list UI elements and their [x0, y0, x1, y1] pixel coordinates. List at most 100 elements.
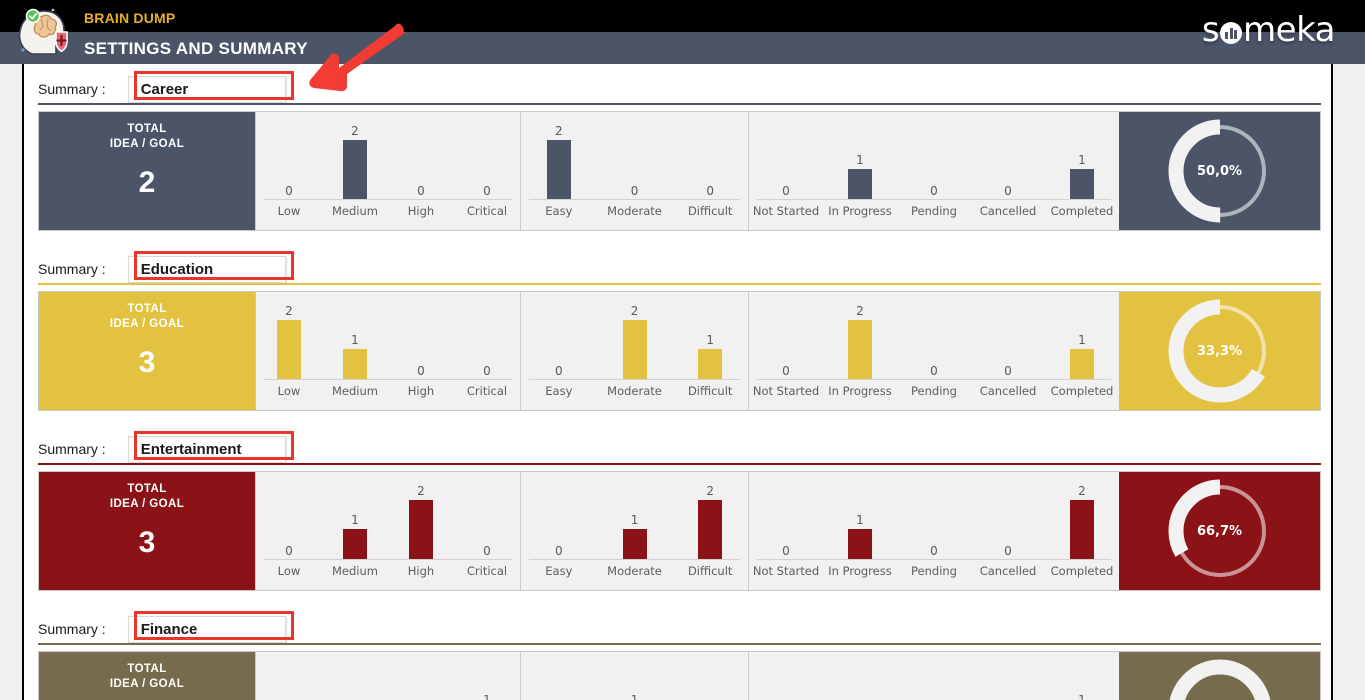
- bar-category-label: Moderate: [607, 384, 662, 398]
- bar-group: 1: [521, 664, 748, 700]
- category-select-education[interactable]: Education: [127, 255, 286, 283]
- category-select-finance[interactable]: Finance: [127, 615, 286, 643]
- bar-category-label: Completed: [1050, 564, 1114, 578]
- total-value: 3: [138, 346, 156, 379]
- bar-axis: [529, 559, 740, 560]
- bar-column: 0: [749, 304, 823, 380]
- bar-category-label: Critical: [466, 384, 508, 398]
- bar-value: 2: [706, 484, 714, 498]
- summary-row: Summary : Entertainment: [38, 434, 286, 464]
- bar-value: 2: [856, 304, 864, 318]
- bar-category-label: Completed: [1050, 204, 1114, 218]
- bar-category-label: Not Started: [752, 564, 820, 578]
- bar-value: 0: [782, 364, 790, 378]
- bar-column: 1: [823, 484, 897, 560]
- total-panel: TOTAL IDEA / GOAL 2: [39, 112, 255, 230]
- bar-value: 2: [1078, 484, 1086, 498]
- bar-column: 0: [388, 124, 454, 200]
- bar: [698, 349, 723, 380]
- bar-column: [749, 664, 823, 700]
- bar-value: 0: [1004, 544, 1012, 558]
- bar-value: 0: [555, 544, 563, 558]
- bar-value: 0: [930, 364, 938, 378]
- bar-column: 0: [256, 124, 322, 200]
- donut-chart-svg: [1168, 299, 1271, 403]
- bar-column: 1: [1045, 664, 1119, 700]
- bar-column: [521, 664, 597, 700]
- section-rule: [38, 103, 1321, 105]
- bar-category-label: Not Started: [752, 384, 820, 398]
- bar-column: 1: [823, 124, 897, 200]
- bar-column: 1: [597, 664, 673, 700]
- bar-column: [823, 664, 897, 700]
- someka-logo: s meka: [1202, 10, 1336, 50]
- bar-category-label: Low: [277, 204, 301, 218]
- total-value: 2: [138, 166, 156, 199]
- bar-group: 2 0 0: [521, 124, 748, 200]
- bar-column: 0: [388, 304, 454, 380]
- bar-group: 0 1 2 0: [256, 484, 520, 560]
- bar-category-label: Cancelled: [979, 564, 1037, 578]
- donut-chart-svg: [1168, 479, 1271, 583]
- bar: [409, 500, 433, 560]
- summary-card-education: TOTAL IDEA / GOAL 3 2 1 0 0 Low Medium High Cri…: [38, 291, 1321, 411]
- completion-donut: 66,7%: [1119, 472, 1320, 590]
- bar-column: 1: [597, 484, 673, 560]
- bar-value: 1: [856, 513, 864, 527]
- bar-axis: [264, 559, 512, 560]
- bar-value: 1: [630, 693, 639, 700]
- bar-category-label: Medium: [332, 204, 378, 218]
- total-panel: TOTAL IDEA / GOAL 3: [39, 472, 255, 590]
- bar-group: 0 1 0 0 2: [749, 484, 1119, 560]
- bar-column: 0: [971, 124, 1045, 200]
- brain-head-icon: [14, 4, 76, 58]
- bar-value: 0: [285, 544, 293, 558]
- bar-value: 2: [285, 304, 293, 318]
- bar-category-label: Critical: [466, 204, 508, 218]
- bar-category-label: Easy: [545, 384, 573, 398]
- bar-axis: [264, 199, 512, 200]
- total-label-line2: IDEA / GOAL: [109, 318, 185, 330]
- bar-column: 1: [1045, 304, 1119, 380]
- bar-labels: Easy Moderate Difficult: [521, 204, 748, 222]
- bar-value: 0: [782, 184, 790, 198]
- bar-value: 0: [285, 184, 293, 198]
- category-select-career[interactable]: Career: [127, 75, 286, 103]
- app-title: BRAIN DUMP: [84, 10, 176, 26]
- bar-column: 0: [897, 304, 971, 380]
- difficulty-chart: 2 0 0 Easy Moderate Difficult: [520, 112, 748, 230]
- bar-column: 2: [322, 124, 388, 200]
- bar-category-label: High: [407, 564, 435, 578]
- bar-category-label: Difficult: [687, 204, 733, 218]
- bar-value: 0: [706, 184, 714, 198]
- bar-category-label: Moderate: [607, 204, 662, 218]
- bar-category-label: In Progress: [828, 204, 892, 218]
- left-gutter: [0, 64, 22, 700]
- bar-group: 1: [256, 664, 520, 700]
- bar-value: 2: [351, 124, 359, 138]
- bar-group: 0 2 1: [521, 304, 748, 380]
- bar-column: [672, 664, 748, 700]
- section-rule: [38, 463, 1321, 465]
- bar-value: 1: [1078, 693, 1086, 700]
- bar-column: 2: [388, 484, 454, 560]
- bar-value: 1: [351, 333, 359, 347]
- bar: [343, 349, 367, 380]
- summary-card-career: TOTAL IDEA / GOAL 2 0 2 0 0 Low Medium High Cri…: [38, 111, 1321, 231]
- bar-value: 2: [630, 304, 639, 318]
- category-select-entertainment[interactable]: Entertainment: [127, 435, 286, 463]
- bar-value: 0: [930, 544, 938, 558]
- bar-column: 0: [971, 484, 1045, 560]
- bar-column: 2: [1045, 484, 1119, 560]
- bar-category-label: Difficult: [687, 384, 733, 398]
- page-title: SETTINGS AND SUMMARY: [84, 39, 308, 58]
- bar-category-label: Low: [277, 384, 301, 398]
- summary-label: Summary :: [38, 81, 106, 97]
- completion-donut: 33,3%: [1119, 292, 1320, 410]
- bar-column: 0: [521, 484, 597, 560]
- bar: [343, 140, 367, 200]
- bar-group: 0 2 0 0: [256, 124, 520, 200]
